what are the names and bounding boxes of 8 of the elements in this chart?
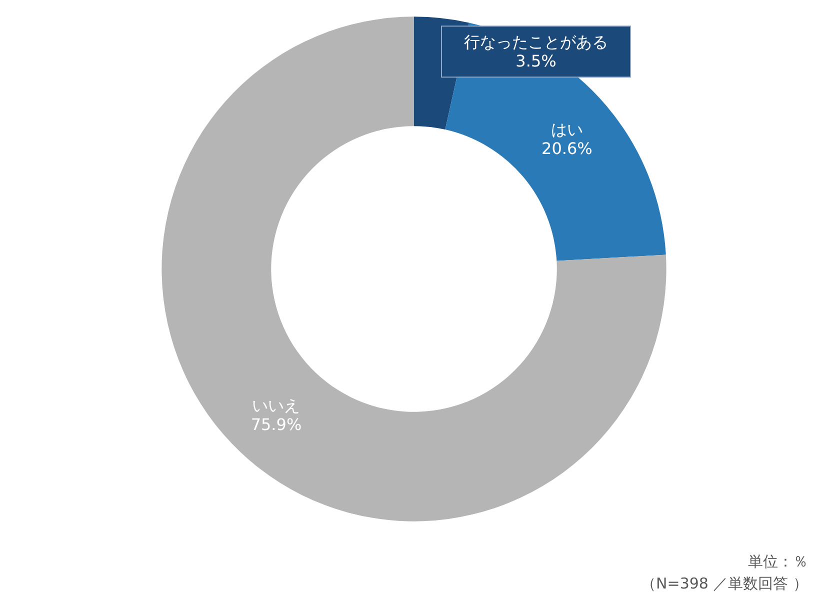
text: （N=398 ／単数回答 ） bbox=[641, 574, 808, 592]
data-label: 20.6% bbox=[542, 139, 592, 158]
slice-label: いいえ bbox=[252, 396, 300, 415]
data-label: 3.5% bbox=[516, 52, 556, 71]
data-label: 75.9% bbox=[250, 414, 302, 434]
slice-label: はい bbox=[550, 120, 583, 140]
text: 単位：％ bbox=[748, 552, 808, 570]
slice-label: 行なったことがある bbox=[464, 32, 608, 52]
